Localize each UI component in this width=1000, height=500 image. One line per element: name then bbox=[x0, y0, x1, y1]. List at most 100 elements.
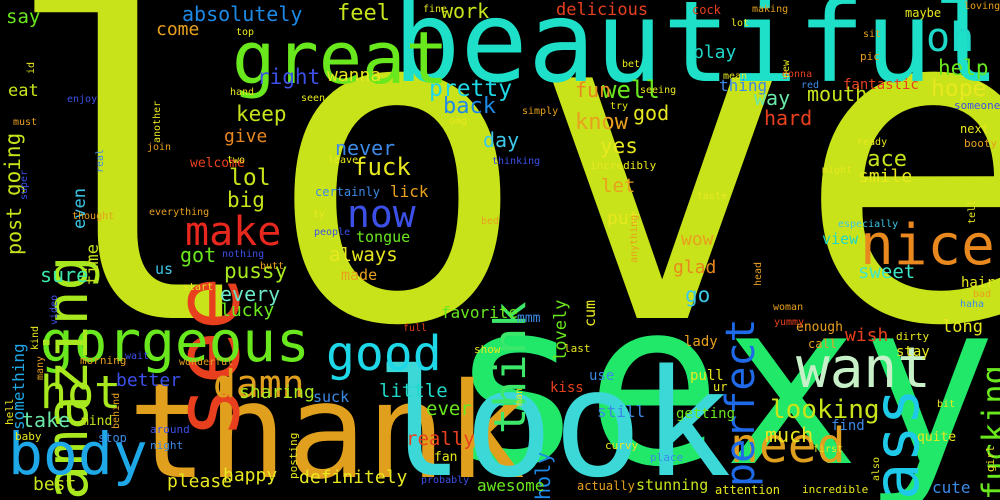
cloud-word: ur bbox=[713, 380, 728, 394]
cloud-word: stay bbox=[896, 344, 930, 360]
cloud-word: wonderful bbox=[179, 357, 234, 368]
cloud-word: quite bbox=[917, 430, 957, 445]
cloud-word: cum bbox=[581, 299, 599, 327]
cloud-word: next bbox=[960, 122, 989, 136]
cloud-word: need bbox=[730, 418, 846, 474]
cloud-word: big bbox=[227, 188, 265, 212]
cloud-word: seeing bbox=[640, 85, 677, 96]
cloud-word: bed bbox=[481, 216, 500, 227]
cloud-word: know bbox=[575, 110, 628, 135]
cloud-word: tell bbox=[967, 199, 978, 224]
cloud-word: even bbox=[70, 188, 90, 229]
cloud-word: morning bbox=[80, 354, 127, 367]
cloud-word: got bbox=[180, 243, 217, 267]
cloud-word: red bbox=[801, 80, 820, 91]
cloud-word: now bbox=[347, 192, 416, 236]
cloud-word: fan bbox=[434, 450, 458, 465]
cloud-word: want bbox=[796, 336, 931, 401]
cloud-word: certainly bbox=[315, 185, 381, 199]
cloud-word: pretty bbox=[429, 76, 513, 102]
cloud-word: absolutely bbox=[182, 2, 303, 26]
cloud-word: bit bbox=[937, 399, 956, 410]
cloud-word: simply bbox=[522, 106, 559, 117]
cloud-word: fun bbox=[575, 78, 612, 102]
cloud-word: wow bbox=[681, 229, 714, 250]
cloud-word: many bbox=[35, 355, 46, 380]
cloud-word: seen bbox=[301, 93, 326, 104]
cloud-word: lol bbox=[229, 165, 271, 191]
cloud-word: omg bbox=[449, 116, 468, 127]
cloud-word: please bbox=[167, 471, 233, 492]
cloud-word: put bbox=[607, 208, 640, 229]
cloud-word: pussy bbox=[224, 259, 288, 283]
cloud-word: let bbox=[601, 175, 636, 197]
cloud-word: behind bbox=[111, 392, 122, 429]
cloud-word: place bbox=[650, 451, 684, 464]
cloud-word: super bbox=[19, 169, 30, 200]
cloud-word: lick bbox=[390, 182, 429, 201]
cloud-word: yes bbox=[600, 134, 638, 158]
cloud-word: full bbox=[403, 323, 428, 334]
cloud-word: making bbox=[752, 4, 789, 15]
cloud-word: hand bbox=[230, 87, 255, 98]
cloud-word: two bbox=[227, 155, 246, 166]
cloud-word: much bbox=[765, 423, 814, 447]
cloud-word: take bbox=[22, 408, 71, 432]
cloud-word: people bbox=[314, 227, 351, 238]
cloud-word: enough bbox=[796, 320, 843, 335]
cloud-word: mouth bbox=[807, 82, 868, 106]
cloud-word: mind bbox=[81, 414, 113, 429]
cloud-word: good bbox=[326, 326, 442, 382]
cloud-word: us bbox=[155, 260, 174, 278]
cloud-word: cute bbox=[932, 478, 971, 497]
cloud-word: best bbox=[33, 474, 77, 495]
cloud-word: cock bbox=[692, 3, 721, 17]
cloud-word: lucky bbox=[220, 300, 275, 321]
cloud-word: bet bbox=[622, 59, 641, 70]
cloud-word: well bbox=[602, 76, 660, 104]
cloud-word: come bbox=[156, 19, 200, 40]
cloud-word: stunning bbox=[636, 476, 709, 494]
cloud-word: show bbox=[474, 343, 501, 356]
cloud-word: damn bbox=[213, 362, 305, 406]
cloud-word: play bbox=[693, 42, 737, 63]
cloud-word: help bbox=[938, 56, 989, 80]
cloud-word: first bbox=[813, 444, 844, 455]
cloud-word: beautiful bbox=[393, 0, 1000, 108]
cloud-word: keep bbox=[236, 102, 287, 126]
cloud-word: long bbox=[942, 317, 983, 337]
cloud-word: dirty bbox=[896, 330, 930, 343]
cloud-word: last bbox=[564, 342, 591, 355]
cloud-word: nothing bbox=[222, 249, 265, 260]
cloud-word: thank bbox=[128, 355, 526, 500]
cloud-word: gonna bbox=[782, 69, 813, 80]
cloud-word: hell bbox=[3, 398, 16, 426]
cloud-word: thing bbox=[719, 76, 768, 95]
cloud-word: fantastic bbox=[843, 77, 919, 93]
cloud-word: sharing bbox=[239, 382, 315, 403]
cloud-word: real bbox=[95, 148, 106, 173]
cloud-word: top bbox=[236, 27, 255, 38]
cloud-word: id bbox=[26, 61, 37, 74]
cloud-word: wait bbox=[125, 351, 150, 362]
cloud-word: view bbox=[822, 230, 859, 248]
cloud-word: suck bbox=[313, 388, 350, 406]
cloud-word: attention bbox=[715, 483, 781, 497]
cloud-word: hot bbox=[40, 366, 122, 419]
cloud-word: might bbox=[822, 165, 853, 176]
cloud-word: stop bbox=[98, 431, 127, 445]
cloud-word: sit bbox=[863, 29, 882, 40]
cloud-word: lady bbox=[684, 334, 718, 350]
cloud-word: use bbox=[589, 368, 615, 384]
cloud-word: god bbox=[633, 101, 670, 125]
cloud-word: every bbox=[220, 282, 281, 306]
cloud-word: great bbox=[232, 16, 449, 100]
cloud-word: baby bbox=[15, 430, 42, 443]
cloud-word: perfect bbox=[718, 318, 764, 487]
cloud-word: night bbox=[150, 439, 184, 452]
cloud-word: back bbox=[443, 94, 496, 119]
cloud-word: say bbox=[6, 6, 41, 28]
cloud-word: anything bbox=[629, 214, 640, 263]
cloud-word: awesome bbox=[477, 476, 545, 495]
cloud-word: body bbox=[8, 420, 148, 488]
